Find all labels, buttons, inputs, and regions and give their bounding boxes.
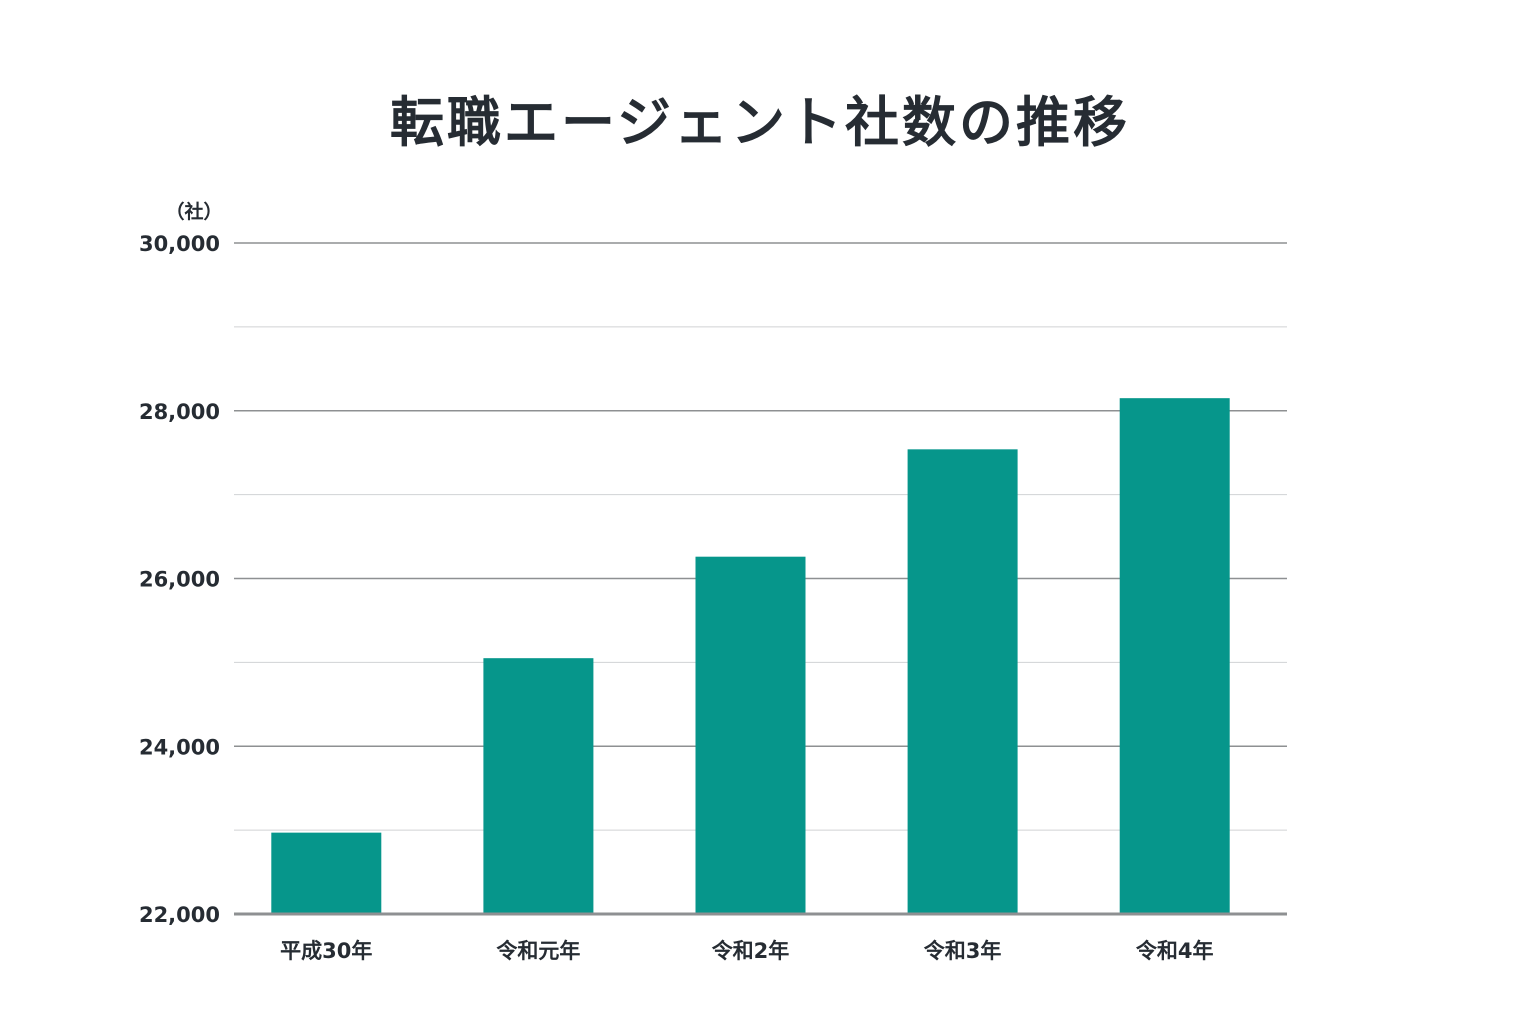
x-tick-label: 令和4年 [1136, 939, 1214, 963]
bars [271, 398, 1230, 914]
x-tick-label: 令和2年 [712, 939, 790, 963]
y-tick-label: 24,000 [139, 735, 220, 759]
bar [483, 658, 594, 914]
y-tick-label: 30,000 [139, 232, 220, 256]
bar [695, 556, 806, 914]
y-tick-label: 26,000 [139, 568, 220, 592]
x-tick-label: 令和3年 [924, 939, 1002, 963]
x-tick-label: 平成30年 [280, 939, 372, 963]
axes: 22,000 24,000 26,000 28,000 30,000 平成30年 令和元年 令… [139, 232, 1287, 963]
y-tick-label: 28,000 [139, 400, 220, 424]
chart-title: 転職エージェント社数の推移 [390, 91, 1130, 154]
y-tick-label: 22,000 [139, 903, 220, 927]
bar [1119, 398, 1230, 914]
bar [907, 449, 1018, 914]
x-tick-label: 令和元年 [496, 939, 580, 963]
bar [271, 832, 382, 914]
y-axis-unit-label: （社） [165, 200, 222, 223]
